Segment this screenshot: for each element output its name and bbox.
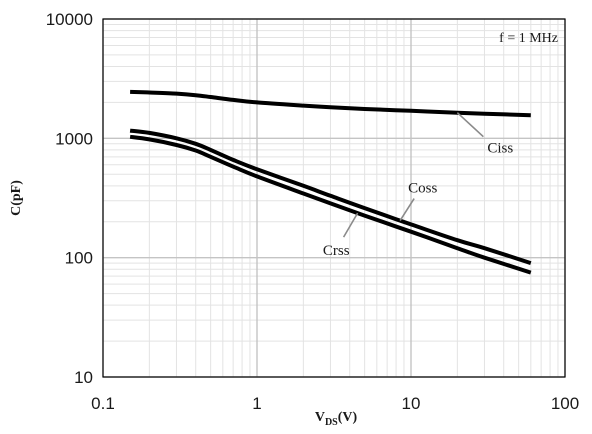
- series-line-coss: [129, 128, 532, 266]
- series-line-crss: [129, 134, 532, 275]
- series-line-ciss: [130, 89, 531, 118]
- grid-minor: [103, 19, 565, 377]
- leader-line-ciss: [456, 112, 484, 138]
- series-layer: [129, 89, 532, 275]
- label-leaders: [342, 112, 484, 238]
- leader-line-crss: [342, 212, 359, 238]
- y-tick-label: 1000: [55, 129, 93, 148]
- y-tick-labels: 10 100 1000 10000: [46, 10, 93, 387]
- series-label-ciss: Ciss: [487, 141, 513, 157]
- x-axis-label-unit: (V): [338, 410, 358, 425]
- series-label-coss: Coss: [408, 181, 437, 197]
- series-label-crss: Crss: [323, 243, 350, 259]
- y-tick-label: 10: [74, 368, 93, 387]
- x-axis-label-main: V: [315, 410, 325, 425]
- x-tick-label: 100: [551, 394, 579, 413]
- leader-line-coss: [399, 198, 415, 222]
- x-axis-label-sub: DS: [325, 417, 338, 428]
- x-axis-label: VDS(V): [315, 410, 358, 428]
- frequency-annotation: f = 1 MHz: [499, 31, 558, 46]
- y-axis-label: C(pF): [9, 180, 24, 216]
- x-tick-label: 10: [402, 394, 421, 413]
- plot-frame: [102, 18, 566, 378]
- y-tick-label: 100: [65, 249, 93, 268]
- series-labels: Ciss Coss Crss: [323, 141, 513, 259]
- x-tick-label: 0.1: [91, 394, 115, 413]
- x-tick-labels: 0.1 1 10 100: [91, 394, 579, 413]
- x-tick-label: 1: [252, 394, 261, 413]
- y-tick-label: 10000: [46, 10, 93, 29]
